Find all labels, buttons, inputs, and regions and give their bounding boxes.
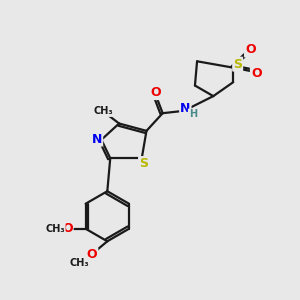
Text: O: O [151, 86, 161, 99]
Text: O: O [62, 222, 73, 235]
Text: S: S [233, 58, 242, 70]
Text: CH₃: CH₃ [45, 224, 65, 234]
Text: H: H [189, 110, 197, 119]
Text: CH₃: CH₃ [93, 106, 113, 116]
Text: N: N [92, 133, 102, 146]
Text: O: O [251, 67, 262, 80]
Text: O: O [87, 248, 97, 261]
Text: O: O [245, 44, 256, 56]
Text: S: S [139, 157, 148, 170]
Text: N: N [180, 102, 190, 115]
Text: CH₃: CH₃ [70, 258, 89, 268]
